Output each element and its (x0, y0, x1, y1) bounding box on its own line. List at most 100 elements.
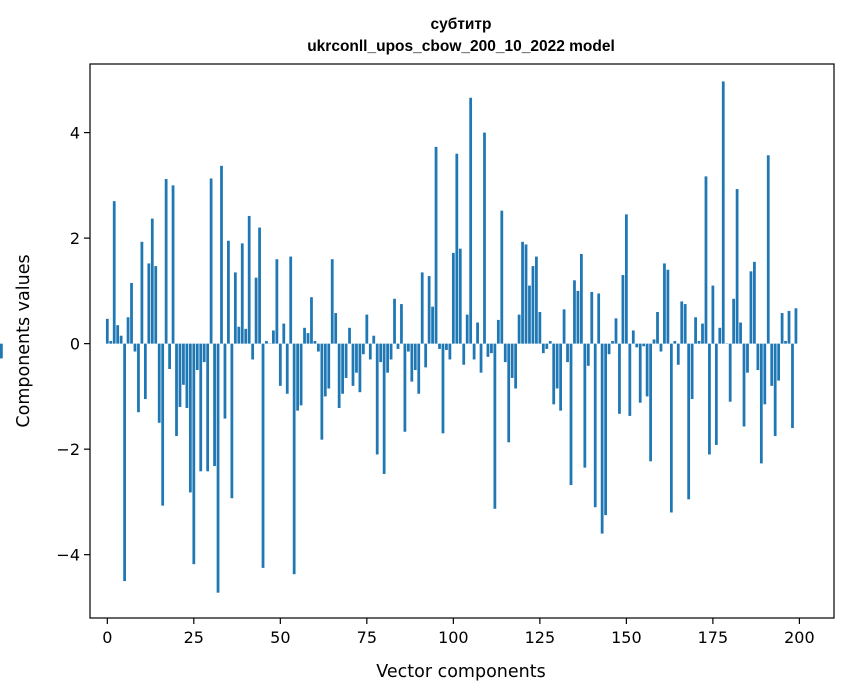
bar-176 (714, 343, 718, 445)
bar-72 (355, 343, 358, 373)
bar-10 (140, 241, 144, 344)
x-tick-label: 150 (611, 628, 642, 647)
bar-118 (514, 343, 518, 389)
bar-19 (171, 185, 175, 344)
bar-58 (306, 333, 310, 344)
bar-32 (216, 343, 220, 593)
bar-90 (417, 343, 421, 394)
bar-149 (621, 275, 625, 344)
bar-139 (586, 343, 590, 366)
bar-199 (794, 308, 798, 344)
bar-193 (773, 343, 777, 436)
bar-94 (431, 306, 434, 344)
bars-group (0, 81, 798, 593)
bar-79 (379, 343, 383, 363)
y-tick-label: 0 (70, 335, 80, 354)
bar-166 (680, 301, 684, 344)
bar-9 (137, 343, 140, 413)
bar-184 (742, 343, 746, 427)
bar-125 (538, 311, 542, 344)
bar-77 (372, 335, 376, 344)
bar-44 (258, 227, 261, 344)
bar-198 (791, 343, 794, 429)
bar-31 (213, 343, 216, 467)
bar-26 (195, 343, 199, 371)
bar-65 (330, 259, 334, 344)
bar-56 (299, 343, 303, 406)
bar-105 (469, 97, 473, 344)
bar-11 (143, 343, 147, 400)
bar-154 (638, 343, 642, 403)
bar-104 (465, 314, 469, 344)
bar-42 (251, 343, 255, 360)
bar-15 (157, 343, 161, 423)
y-tick-label: 4 (70, 124, 80, 143)
bar-112 (493, 343, 497, 509)
bar-109 (483, 132, 486, 344)
bar-59 (310, 297, 313, 344)
x-axis-label: Vector components (376, 662, 545, 682)
bar-61 (317, 343, 320, 352)
bar-121 (524, 244, 528, 344)
bar-60 (313, 341, 317, 344)
bar-143 (600, 343, 604, 534)
bar-40 (244, 328, 248, 344)
bar-71 (351, 343, 355, 386)
bar-36 (230, 343, 234, 499)
bar-3 (116, 325, 120, 344)
bar-54 (292, 343, 296, 575)
plot-frame (89, 63, 835, 619)
bar-undefined (0, 343, 3, 359)
bar-14 (154, 266, 158, 344)
bar-43 (254, 277, 258, 344)
x-tick-label: 175 (698, 628, 729, 647)
bar-170 (694, 317, 697, 344)
bar-129 (552, 343, 556, 405)
bar-138 (583, 343, 587, 468)
bar-141 (593, 343, 597, 508)
bar-123 (531, 266, 535, 344)
bar-22 (182, 343, 185, 385)
bar-81 (386, 343, 389, 373)
bar-162 (666, 269, 670, 344)
bar-108 (479, 343, 483, 373)
bar-189 (759, 343, 763, 464)
bar-124 (535, 256, 538, 344)
bar-150 (624, 214, 628, 344)
bar-181 (732, 298, 736, 344)
bar-20 (175, 343, 178, 436)
y-tick-label: 2 (70, 229, 80, 248)
bar-1 (109, 341, 113, 344)
bar-136 (576, 290, 580, 344)
bar-161 (663, 263, 666, 344)
bar-24 (188, 343, 192, 493)
bar-88 (410, 343, 414, 382)
bar-75 (365, 314, 369, 344)
bar-163 (669, 343, 673, 513)
chart-title: субтитр (431, 16, 492, 33)
bar-151 (628, 343, 632, 416)
bar-92 (424, 343, 428, 368)
bar-18 (168, 343, 171, 369)
bar-37 (233, 272, 237, 344)
bar-48 (272, 330, 275, 344)
y-tick-label: −2 (56, 440, 80, 459)
bar-127 (545, 343, 549, 349)
bar-187 (753, 261, 756, 344)
bar-190 (763, 343, 767, 405)
bar-66 (334, 313, 338, 344)
bar-76 (368, 343, 372, 360)
bar-180 (728, 343, 732, 402)
bar-160 (659, 343, 663, 352)
bar-114 (500, 210, 504, 344)
bar-39 (240, 243, 244, 344)
bar-158 (652, 339, 656, 344)
bar-126 (541, 343, 545, 354)
bar-5 (123, 343, 126, 582)
bar-34 (223, 343, 227, 419)
bar-142 (597, 293, 601, 344)
bar-145 (607, 343, 611, 355)
x-tick-label: 25 (184, 628, 204, 647)
bar-111 (490, 343, 493, 354)
bar-73 (358, 343, 362, 393)
